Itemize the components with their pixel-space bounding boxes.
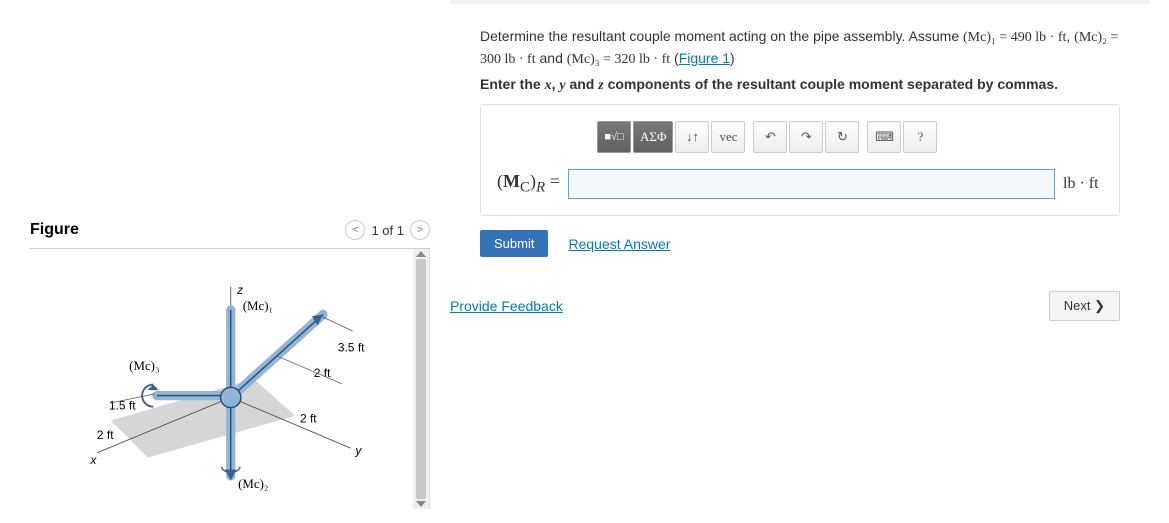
figure-prev-button[interactable]: < (345, 220, 365, 240)
reset-button[interactable]: ↻ (825, 121, 859, 153)
answer-label: (MC)R = (497, 171, 560, 197)
greek-tool-button[interactable]: ΑΣΦ (633, 121, 673, 153)
svg-text:z: z (236, 283, 243, 297)
instruction-text: Enter the x, y and z components of the r… (480, 76, 1120, 94)
scroll-down-icon[interactable] (416, 501, 426, 507)
provide-feedback-link[interactable]: Provide Feedback (450, 298, 563, 314)
next-button[interactable]: Next ❯ (1049, 291, 1120, 321)
problem-statement: Determine the resultant couple moment ac… (480, 26, 1120, 70)
figure-scrollbar[interactable] (413, 249, 429, 509)
svg-text:2 ft: 2 ft (97, 428, 114, 442)
help-button[interactable]: ? (903, 121, 937, 153)
svg-text:x: x (89, 453, 97, 467)
svg-text:3.5 ft: 3.5 ft (338, 340, 365, 354)
subscript-tool-button[interactable]: ↓↑ (675, 121, 709, 153)
template-tool-button[interactable]: ■√□ (597, 121, 631, 153)
redo-button[interactable]: ↷ (789, 121, 823, 153)
figure-nav-text: 1 of 1 (371, 223, 404, 238)
figure-next-button[interactable]: > (410, 220, 430, 240)
submit-button[interactable]: Submit (480, 230, 548, 257)
vec-tool-button[interactable]: vec (711, 121, 745, 153)
svg-text:(Mc)₁: (Mc)₁ (243, 298, 273, 313)
request-answer-link[interactable]: Request Answer (568, 236, 670, 252)
figure-1-link[interactable]: Figure 1 (679, 50, 730, 66)
undo-button[interactable]: ↶ (753, 121, 787, 153)
scroll-up-icon[interactable] (416, 251, 426, 257)
unit-label: lb · ft (1063, 175, 1103, 193)
svg-text:(Mc)₂: (Mc)₂ (238, 476, 268, 491)
figure-diagram: z y x (Mc)₁ (Mc)₂ (Mc)₃ 3.5 ft 2 ft 2 ft… (30, 249, 413, 509)
figure-title: Figure (30, 221, 79, 239)
svg-text:2 ft: 2 ft (300, 411, 317, 425)
scroll-thumb[interactable] (416, 259, 426, 499)
svg-text:(Mc)₃: (Mc)₃ (129, 358, 159, 373)
svg-text:y: y (354, 444, 362, 458)
answer-input[interactable] (568, 169, 1055, 199)
keyboard-button[interactable]: ⌨ (867, 121, 901, 153)
